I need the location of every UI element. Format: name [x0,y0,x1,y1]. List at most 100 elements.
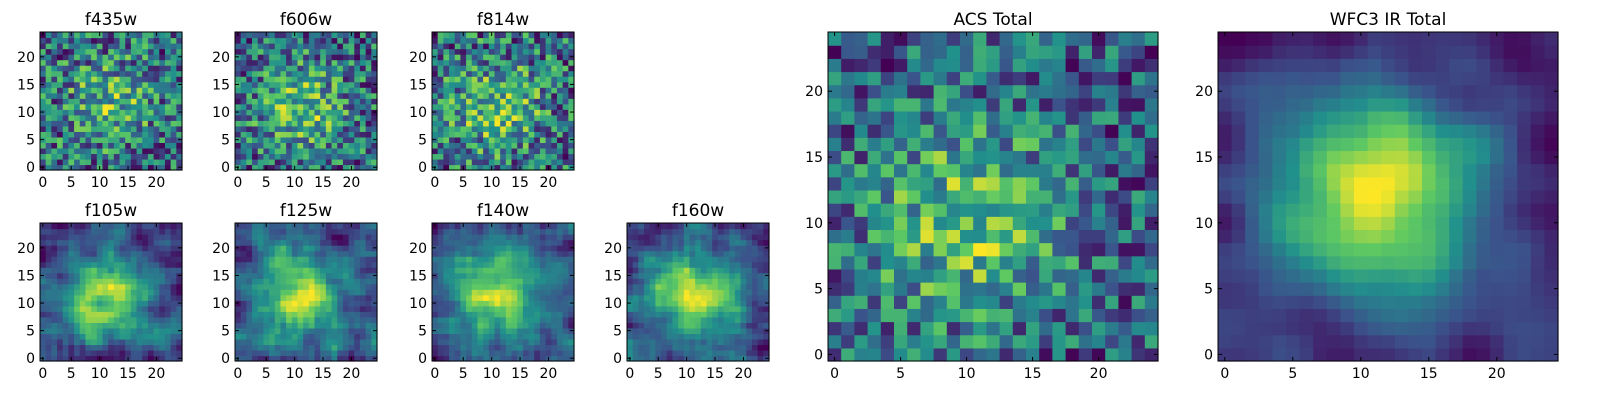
heatmap-cell [68,300,75,307]
heatmap-cell [460,234,467,241]
heatmap-cell [734,272,742,279]
heatmap-cell [108,125,115,132]
heatmap-cell [164,81,172,88]
heatmap-cell [854,189,869,204]
heatmap-cell [511,147,518,155]
heatmap-cell [252,120,259,127]
heatmap-cell [973,176,987,191]
heatmap-cell [68,76,75,83]
heatmap-cell [91,250,98,257]
heatmap-cell [291,278,299,285]
heatmap-cell [729,245,736,252]
heatmap-cell [471,103,479,110]
heatmap-cell [136,87,143,94]
heatmap-cell [449,54,456,61]
heatmap-cell [170,70,177,77]
heatmap-cell [1012,295,1027,309]
heatmap-cell [136,65,143,72]
heatmap-cell [522,43,530,50]
heatmap-cell [325,70,333,77]
heatmap-cell [297,355,304,362]
heatmap-cell [365,294,372,301]
heatmap-cell [96,278,104,285]
heatmap-cell [449,250,456,257]
heatmap-cell [534,103,541,110]
heatmap-cell [556,261,564,268]
heatmap-cell [841,308,855,323]
heatmap-cell [763,239,770,246]
heatmap-cell [297,300,304,307]
heatmap-cell [466,153,473,160]
heatmap-cell [443,103,450,110]
heatmap-cell [666,245,674,252]
heatmap-cell [751,322,759,329]
heatmap-cell [164,234,172,241]
heatmap-cell [1078,229,1093,244]
heatmap-cell [164,87,172,94]
heatmap-cell [551,37,558,44]
heatmap-cell [252,158,259,166]
heatmap-cell [74,153,81,160]
heatmap-cell [348,333,355,340]
heatmap-cell [359,48,367,55]
heatmap-cell [320,272,327,279]
heatmap-cell [280,349,287,357]
heatmap-cell [672,300,679,307]
heatmap-cell [147,338,155,346]
heatmap-cell [500,333,507,340]
heatmap-cell [153,136,160,143]
heatmap-cell [1012,308,1027,323]
heatmap-cell [274,136,282,143]
heatmap-cell [286,158,293,166]
heatmap-cell [505,98,513,105]
heatmap-cell [500,32,507,39]
heatmap-cell [466,261,473,268]
heatmap-cell [257,239,264,246]
heatmap-cell [471,311,479,318]
heatmap-cell [240,305,247,312]
heatmap-cell [867,321,882,336]
heatmap-cell [348,114,355,121]
heatmap-cell [706,333,713,340]
heatmap-cell [483,316,490,323]
heatmap-cell [159,142,166,149]
heatmap-cell [488,59,496,66]
heatmap-cell [57,278,64,285]
heatmap-cell [466,327,473,334]
heatmap-cell [286,239,293,246]
heatmap-cell [946,242,961,257]
heatmap-cell [164,322,172,329]
heatmap-cell [320,311,327,318]
heatmap-cell [354,294,361,301]
heatmap-cell [342,131,350,138]
heatmap-cell [655,322,662,329]
heatmap-cell [528,234,535,241]
heatmap-cell [125,153,132,160]
heatmap-cell [740,338,747,346]
heatmap-cell [933,203,948,217]
heatmap-cell [517,43,524,50]
heatmap-cell [354,322,361,329]
heatmap-cell [946,203,961,217]
heatmap-cell [320,37,327,44]
heatmap-cell [303,153,310,160]
heatmap-cell [291,250,299,257]
heatmap-cell [500,234,507,241]
heatmap-cell [297,136,304,143]
heatmap-cell [297,43,304,50]
heatmap-cell [252,256,259,263]
heatmap-cell [235,344,242,351]
heatmap-cell [108,338,115,346]
heatmap-cell [920,295,935,309]
heatmap-cell [522,76,530,83]
heatmap-cell [568,65,575,72]
heatmap-cell [348,125,355,132]
heatmap-cell [142,65,149,72]
heatmap-cell [477,294,484,301]
heatmap-cell [291,125,299,132]
heatmap-cell [303,37,310,44]
heatmap-cell [79,32,87,39]
heatmap-cell [477,87,484,94]
heatmap-cell [500,92,507,99]
heatmap-cell [841,347,855,362]
